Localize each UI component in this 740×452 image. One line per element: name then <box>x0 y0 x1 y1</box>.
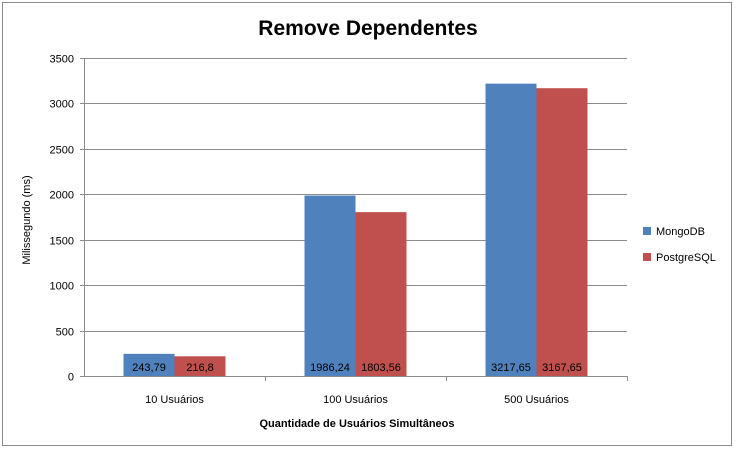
y-tick-label: 0 <box>68 372 74 384</box>
y-tick-label: 2000 <box>50 190 74 202</box>
y-tick-label: 3000 <box>50 99 74 111</box>
data-label: 216,8 <box>186 362 214 374</box>
data-label: 3167,65 <box>542 362 582 374</box>
legend-swatch <box>643 253 651 261</box>
bar-postgresql <box>536 88 588 376</box>
x-tick-label: 500 Usuários <box>504 394 569 406</box>
bar-mongodb <box>123 353 175 376</box>
y-tick-label: 1000 <box>50 281 74 293</box>
bar-postgresql <box>355 212 407 376</box>
y-tick-label: 1500 <box>50 236 74 248</box>
bar-mongodb <box>485 83 537 377</box>
legend-label: MongoDB <box>656 226 705 238</box>
bar-postgresql <box>174 356 226 376</box>
x-tick-label: 10 Usuários <box>145 394 204 406</box>
data-label: 3217,65 <box>491 362 531 374</box>
y-tick-label: 2500 <box>50 145 74 157</box>
y-axis-label: Milissegundo (ms) <box>21 175 33 264</box>
x-tick-label: 100 Usuários <box>323 394 388 406</box>
data-label: 1986,24 <box>310 362 350 374</box>
axes: 0 500 1000 1500 2000 2500 3000 3500 10 Usuários 1… <box>50 54 628 406</box>
chart-title: Remove Dependentes <box>258 17 477 40</box>
data-label: 243,79 <box>132 362 166 374</box>
chart-frame: Remove Dependentes Milissegundo (ms) Qua… <box>2 2 732 446</box>
legend-swatch <box>643 227 651 235</box>
y-tick-label: 500 <box>56 327 74 339</box>
y-tick-label: 3500 <box>50 54 74 66</box>
data-label: 1803,56 <box>361 362 401 374</box>
bars: 243,79 216,8 1986,24 1803,56 3217,65 3167,65 <box>123 83 588 377</box>
legend-label: PostgreSQL <box>656 252 716 264</box>
bar-mongodb <box>304 195 356 376</box>
legend: MongoDB PostgreSQL <box>643 226 716 264</box>
x-axis-label: Quantidade de Usuários Simultâneos <box>260 418 455 430</box>
bar-chart: Remove Dependentes Milissegundo (ms) Qua… <box>21 17 716 430</box>
